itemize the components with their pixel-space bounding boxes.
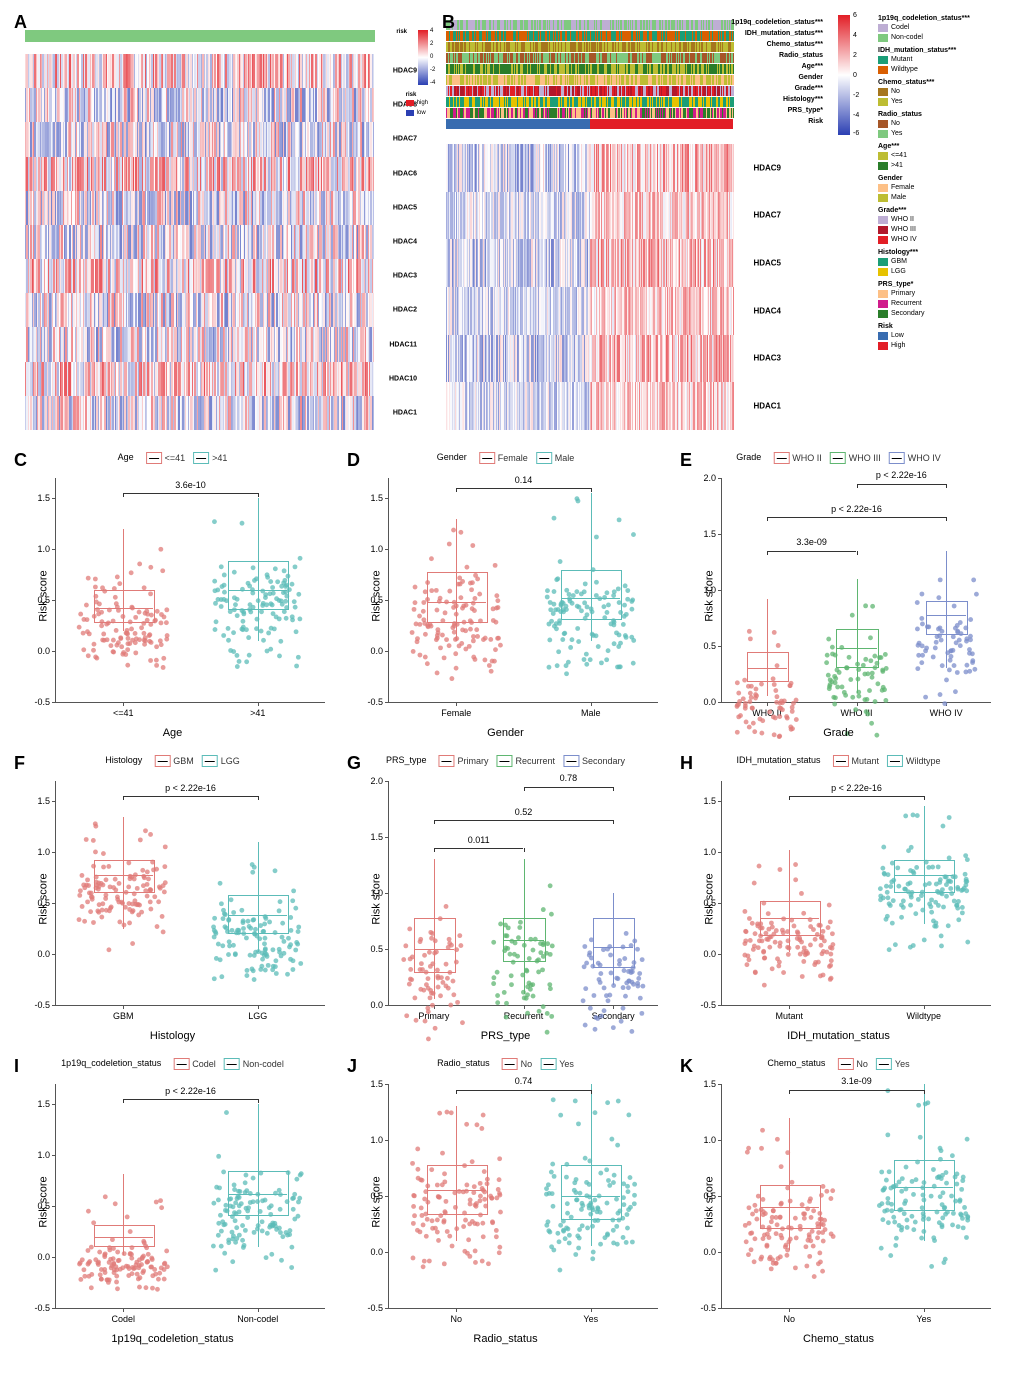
heatmap-A-risk-anno [25, 30, 375, 42]
plot-area-F: -0.50.00.51.01.5GBMLGGp < 2.22e-16 [55, 781, 325, 1006]
heatmap-B-colorscale: 6 4 2 0 -2 -4 -6 [838, 15, 850, 135]
panel-B: B 1p19q_codeletion_status***IDH_mutation… [438, 10, 1008, 440]
row-heatmaps: A risk HDAC9HDAC8HDAC7HDAC6HDAC5HDAC4HDA… [10, 10, 1010, 440]
heatmap-B-body: 1p19q_codeletion_status***IDH_mutation_s… [438, 10, 828, 440]
panel-F: FHistologyGBMLGG-0.50.00.51.01.5GBMLGGp … [10, 751, 335, 1046]
heatmap-A-body: risk HDAC9HDAC8HDAC7HDAC6HDAC5HDAC4HDAC3… [25, 30, 375, 430]
legend-C: Age<=41>41 [118, 452, 228, 464]
panel-K: KChemo_statusNoYes-0.50.00.51.01.5NoYes3… [676, 1054, 1001, 1349]
plot-area-D: -0.50.00.51.01.5FemaleMale0.14 [388, 478, 658, 703]
heatmap-A-rows: HDAC9HDAC8HDAC7HDAC6HDAC5HDAC4HDAC3HDAC2… [25, 54, 375, 430]
panel-D: DGenderFemaleMale-0.50.00.51.01.5FemaleM… [343, 448, 668, 743]
legend-E: GradeWHO IIWHO IIIWHO IV [736, 452, 941, 464]
heatmap-A-colorscale: 4 2 0 -2 -4 [418, 30, 428, 85]
legend-K: Chemo_statusNoYes [767, 1058, 909, 1070]
legend-F: HistologyGBMLGG [105, 755, 240, 767]
legend-D: GenderFemaleMale [437, 452, 575, 464]
heatmap-B-legend-col: 6 4 2 0 -2 -4 -6 1p19q_codeletion_status… [828, 10, 1008, 440]
panel-label-B: B [442, 12, 455, 33]
plot-area-I: -0.50.00.51.01.5CodelNon-codelp < 2.22e-… [55, 1084, 325, 1309]
legend-J: Radio_statusNoYes [437, 1058, 574, 1070]
panel-C: CAge<=41>41-0.50.00.51.01.5<=41>413.6e-1… [10, 448, 335, 743]
legend-I: 1p19q_codeletion_statusCodelNon-codel [61, 1058, 284, 1070]
panel-A: A risk HDAC9HDAC8HDAC7HDAC6HDAC5HDAC4HDA… [10, 10, 430, 440]
figure-container: A risk HDAC9HDAC8HDAC7HDAC6HDAC5HDAC4HDA… [10, 10, 1010, 1349]
panel-J: JRadio_statusNoYes-0.50.00.51.01.5NoYes0… [343, 1054, 668, 1349]
heatmap-A-risk-legend: risk high low [406, 92, 428, 118]
heatmap-B-rows: HDAC9HDAC7HDAC5HDAC4HDAC3HDAC1 [446, 144, 733, 430]
panel-G: GPRS_typePrimaryRecurrentSecondary0.00.5… [343, 751, 668, 1046]
plot-area-G: 0.00.51.01.52.0PrimaryRecurrentSecondary… [388, 781, 658, 1006]
panel-E: EGradeWHO IIWHO IIIWHO IV0.00.51.01.52.0… [676, 448, 1001, 743]
plot-area-K: -0.50.00.51.01.5NoYes3.1e-09 [721, 1084, 991, 1309]
heatmap-B-legend-blocks: 1p19q_codeletion_status***CodelNon-codel… [878, 15, 970, 355]
heatmap-B-anno-tracks: 1p19q_codeletion_status***IDH_mutation_s… [446, 20, 733, 129]
boxplot-rows: CAge<=41>41-0.50.00.51.01.5<=41>413.6e-1… [10, 448, 1010, 1349]
panel-H: HIDH_mutation_statusMutantWildtype-0.50.… [676, 751, 1001, 1046]
plot-area-C: -0.50.00.51.01.5<=41>413.6e-10 [55, 478, 325, 703]
panel-label-A: A [14, 12, 27, 33]
legend-H: IDH_mutation_statusMutantWildtype [736, 755, 940, 767]
plot-area-J: -0.50.00.51.01.5NoYes0.74 [388, 1084, 658, 1309]
heatmap-A-risk-label: risk [396, 29, 407, 35]
plot-area-E: 0.00.51.01.52.0WHO IIWHO IIIWHO IV3.3e-0… [721, 478, 991, 703]
plot-area-H: -0.50.00.51.01.5MutantWildtypep < 2.22e-… [721, 781, 991, 1006]
legend-G: PRS_typePrimaryRecurrentSecondary [386, 755, 625, 767]
panel-I: I1p19q_codeletion_statusCodelNon-codel-0… [10, 1054, 335, 1349]
